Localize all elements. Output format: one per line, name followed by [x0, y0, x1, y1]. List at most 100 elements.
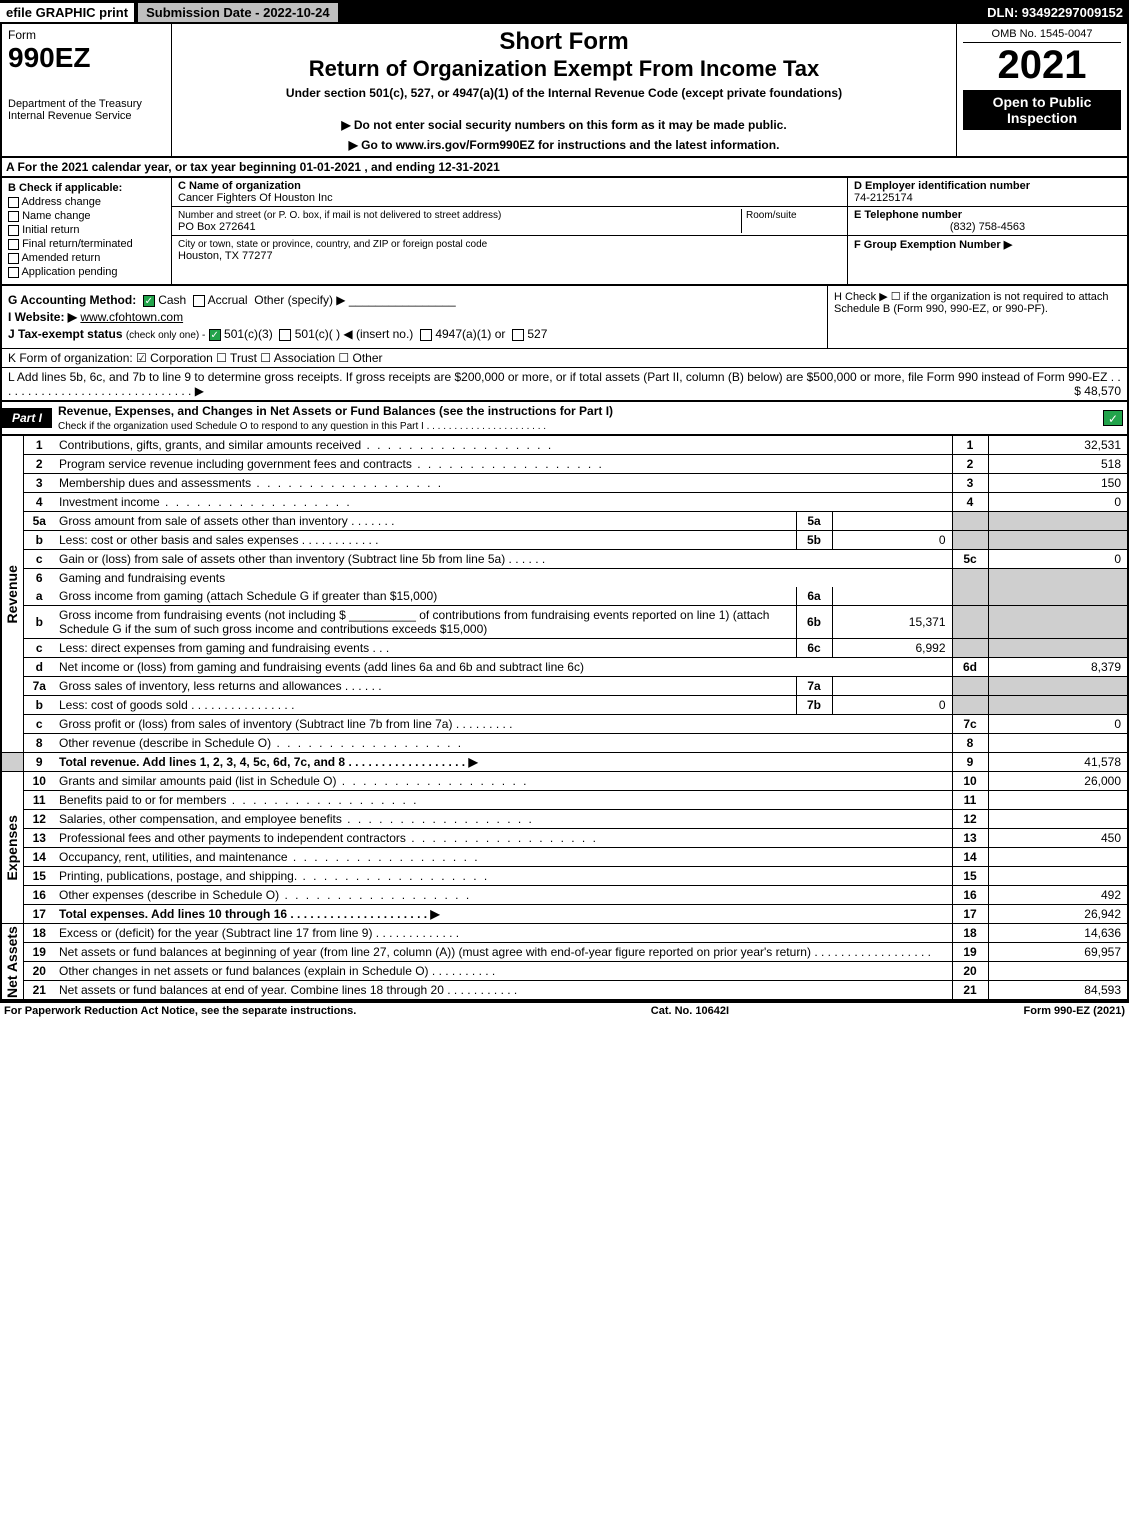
ln19-rv: 69,957 — [988, 943, 1128, 962]
cb-501c3[interactable]: ✓ — [209, 329, 221, 341]
row-17: 17 Total expenses. Add lines 10 through … — [1, 905, 1128, 924]
row-3: 3 Membership dues and assessments 3 150 — [1, 474, 1128, 493]
row-6a: a Gross income from gaming (attach Sched… — [1, 587, 1128, 606]
part1-checkbox[interactable]: ✓ — [1103, 410, 1123, 426]
cb-4947[interactable] — [420, 329, 432, 341]
cb-cash[interactable]: ✓ — [143, 295, 155, 307]
return-title: Return of Organization Exempt From Incom… — [180, 56, 948, 82]
revenue-table: Revenue 1 Contributions, gifts, grants, … — [0, 436, 1129, 772]
row-21: 21 Net assets or fund balances at end of… — [1, 981, 1128, 1001]
ln17-rv: 26,942 — [988, 905, 1128, 924]
ln9-rv: 41,578 — [988, 753, 1128, 772]
ln6a-rn — [952, 587, 988, 606]
cb-final-return-label: Final return/terminated — [22, 238, 133, 250]
ln7b-rn — [952, 696, 988, 715]
ln10-rv: 26,000 — [988, 772, 1128, 791]
ln17-rn: 17 — [952, 905, 988, 924]
ln9-desc: Total revenue. Add lines 1, 2, 3, 4, 5c,… — [55, 753, 952, 772]
city-row: City or town, state or province, country… — [172, 236, 847, 264]
ln1-rn: 1 — [952, 436, 988, 455]
ln3-rv: 150 — [988, 474, 1128, 493]
header-center: Short Form Return of Organization Exempt… — [172, 24, 957, 156]
ln3-num: 3 — [23, 474, 55, 493]
ein-value: 74-2125174 — [854, 192, 913, 204]
row-15: 15 Printing, publications, postage, and … — [1, 867, 1128, 886]
cb-final-return[interactable]: Final return/terminated — [8, 238, 165, 250]
part1-tag: Part I — [2, 408, 52, 428]
cb-accrual[interactable] — [193, 295, 205, 307]
column-ghi: G Accounting Method: ✓ Cash Accrual Othe… — [2, 286, 827, 348]
i-label: I Website: ▶ — [8, 310, 77, 324]
ln16-num: 16 — [23, 886, 55, 905]
ln19-desc: Net assets or fund balances at beginning… — [55, 943, 952, 962]
website-link[interactable]: www.cfohtown.com — [80, 310, 183, 324]
row-6d: d Net income or (loss) from gaming and f… — [1, 658, 1128, 677]
ln6c-mn: 6c — [796, 639, 832, 658]
ln16-rn: 16 — [952, 886, 988, 905]
ln13-rn: 13 — [952, 829, 988, 848]
row-6c: c Less: direct expenses from gaming and … — [1, 639, 1128, 658]
group-exemption-row: F Group Exemption Number ▶ — [848, 236, 1127, 253]
cb-address-change[interactable]: Address change — [8, 196, 165, 208]
ln6c-desc: Less: direct expenses from gaming and fu… — [55, 639, 796, 658]
cb-amended-return[interactable]: Amended return — [8, 252, 165, 264]
ln6b-mn: 6b — [796, 606, 832, 639]
page-footer: For Paperwork Reduction Act Notice, see … — [0, 1001, 1129, 1019]
street-value: PO Box 272641 — [178, 221, 256, 233]
ln8-rv — [988, 734, 1128, 753]
column-h: H Check ▶ ☐ if the organization is not r… — [827, 286, 1127, 348]
ln7a-mv — [832, 677, 952, 696]
under-section: Under section 501(c), 527, or 4947(a)(1)… — [180, 86, 948, 100]
i-website: I Website: ▶ www.cfohtown.com — [8, 310, 821, 324]
short-form-title: Short Form — [180, 28, 948, 56]
ln16-desc: Other expenses (describe in Schedule O) — [55, 886, 952, 905]
goto-link[interactable]: ▶ Go to www.irs.gov/Form990EZ for instru… — [180, 138, 948, 152]
row-9: 9 Total revenue. Add lines 1, 2, 3, 4, 5… — [1, 753, 1128, 772]
street-row: Number and street (or P. O. box, if mail… — [172, 207, 847, 236]
expenses-table: Expenses 10 Grants and similar amounts p… — [0, 772, 1129, 924]
line-k: K Form of organization: ☑ Corporation ☐ … — [0, 348, 1129, 367]
ln7b-num: b — [23, 696, 55, 715]
ln6c-mv: 6,992 — [832, 639, 952, 658]
submission-date: Submission Date - 2022-10-24 — [138, 3, 338, 22]
ln11-rv — [988, 791, 1128, 810]
cb-application-pending[interactable]: Application pending — [8, 266, 165, 278]
ln6b-desc: Gross income from fundraising events (no… — [55, 606, 796, 639]
ln18-desc: Excess or (deficit) for the year (Subtra… — [55, 924, 952, 943]
block-g-h: G Accounting Method: ✓ Cash Accrual Othe… — [0, 286, 1129, 348]
part1-header: Part I Revenue, Expenses, and Changes in… — [0, 402, 1129, 436]
cb-501c[interactable] — [279, 329, 291, 341]
row-2: 2 Program service revenue including gove… — [1, 455, 1128, 474]
ln5c-rn: 5c — [952, 550, 988, 569]
cb-application-pending-label: Application pending — [21, 266, 117, 278]
ln15-rv — [988, 867, 1128, 886]
ln20-num: 20 — [23, 962, 55, 981]
ln6b-rn — [952, 606, 988, 639]
group-exemption-label: F Group Exemption Number ▶ — [854, 239, 1012, 251]
ln12-num: 12 — [23, 810, 55, 829]
ln14-num: 14 — [23, 848, 55, 867]
ln7a-mn: 7a — [796, 677, 832, 696]
ln14-rn: 14 — [952, 848, 988, 867]
row-14: 14 Occupancy, rent, utilities, and maint… — [1, 848, 1128, 867]
b-label: B Check if applicable: — [8, 182, 165, 194]
row-1: Revenue 1 Contributions, gifts, grants, … — [1, 436, 1128, 455]
other-specify: Other (specify) ▶ — [254, 293, 345, 307]
ln5b-desc: Less: cost or other basis and sales expe… — [55, 531, 796, 550]
ln12-rn: 12 — [952, 810, 988, 829]
ln6a-num: a — [23, 587, 55, 606]
ln6-num: 6 — [23, 569, 55, 588]
form-number: 990EZ — [8, 42, 165, 74]
ln7b-desc: Less: cost of goods sold . . . . . . . .… — [55, 696, 796, 715]
ln5b-rv — [988, 531, 1128, 550]
ln17-desc: Total expenses. Add lines 10 through 16 … — [55, 905, 952, 924]
row-7b: b Less: cost of goods sold . . . . . . .… — [1, 696, 1128, 715]
ln6d-num: d — [23, 658, 55, 677]
cb-initial-return[interactable]: Initial return — [8, 224, 165, 236]
cb-name-change-label: Name change — [22, 210, 91, 222]
ln9-rn: 9 — [952, 753, 988, 772]
ln7b-mn: 7b — [796, 696, 832, 715]
cb-name-change[interactable]: Name change — [8, 210, 165, 222]
cb-527[interactable] — [512, 329, 524, 341]
row-18: Net Assets 18 Excess or (deficit) for th… — [1, 924, 1128, 943]
